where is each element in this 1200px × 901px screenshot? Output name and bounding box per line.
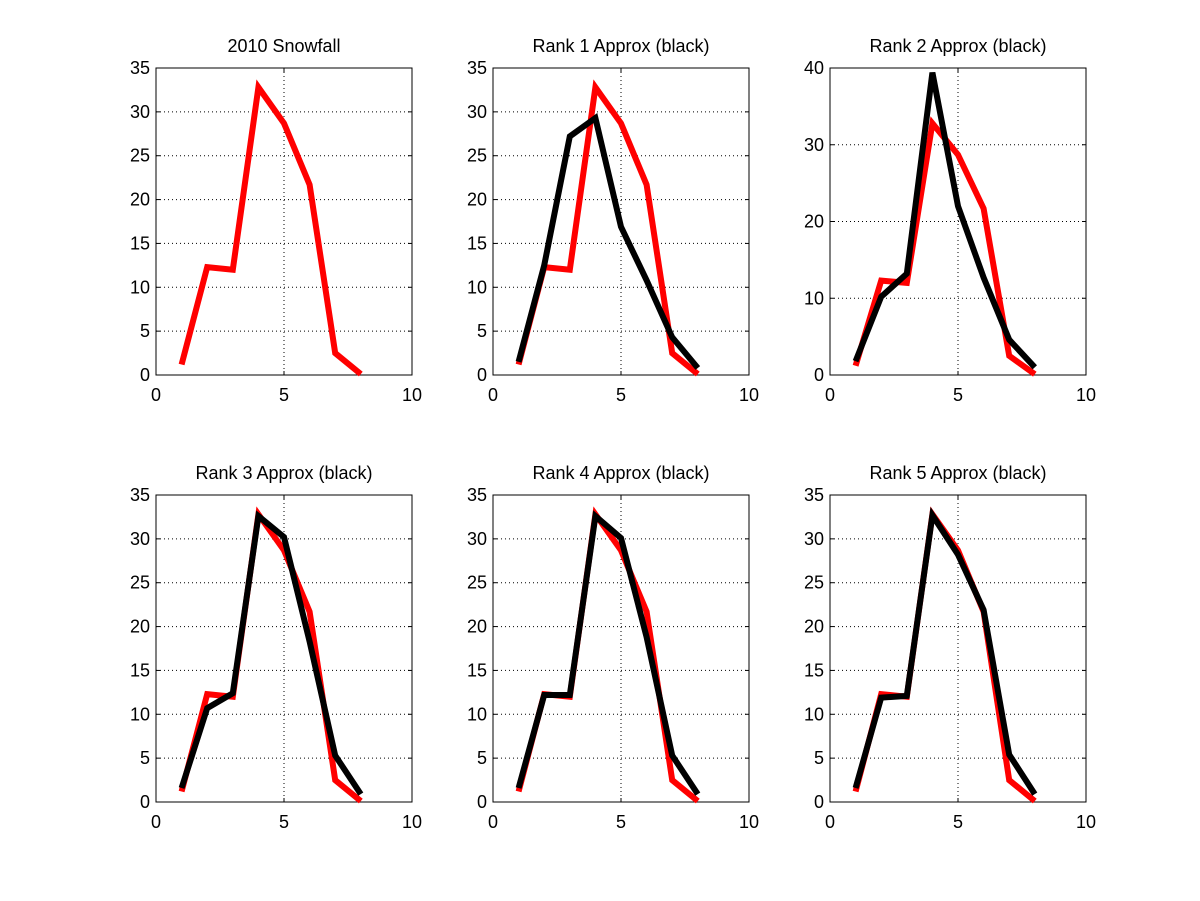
- subplot-1: 0 5 10 0 5 10 15 20 25 30 35 2010 Snowfall: [130, 36, 422, 405]
- subplot-title: 2010 Snowfall: [227, 36, 340, 56]
- y-tick-label: 20: [467, 190, 487, 210]
- y-tick-label: 35: [130, 58, 150, 78]
- y-tick-label: 10: [804, 704, 824, 724]
- subplot-title: Rank 2 Approx (black): [869, 36, 1046, 56]
- y-tick-label: 35: [467, 58, 487, 78]
- x-tick-label: 10: [402, 385, 422, 405]
- x-tick-label: 5: [953, 812, 963, 832]
- y-tick-label: 20: [130, 190, 150, 210]
- x-tick-label: 5: [616, 385, 626, 405]
- y-tick-label: 30: [467, 529, 487, 549]
- y-tick-label: 30: [467, 102, 487, 122]
- y-tick-label: 30: [130, 102, 150, 122]
- y-tick-label: 40: [804, 58, 824, 78]
- x-tick-label: 10: [739, 812, 759, 832]
- subplot-title: Rank 5 Approx (black): [869, 463, 1046, 483]
- y-tick-label: 0: [814, 792, 824, 812]
- series-line-black: [515, 510, 701, 796]
- y-tick-label: 0: [477, 792, 487, 812]
- x-tick-label: 5: [953, 385, 963, 405]
- x-tick-label: 0: [825, 812, 835, 832]
- y-tick-label: 35: [804, 485, 824, 505]
- y-tick-label: 25: [804, 573, 824, 593]
- subplot-title: Rank 1 Approx (black): [532, 36, 709, 56]
- subplot-3: 0 5 10 0 10 20 30 40 Rank 2 Approx (black): [804, 36, 1096, 405]
- y-tick-label: 15: [467, 233, 487, 253]
- y-tick-label: 20: [804, 617, 824, 637]
- x-tick-label: 0: [488, 385, 498, 405]
- x-tick-label: 0: [825, 385, 835, 405]
- series-line-red: [178, 79, 363, 377]
- y-tick-label: 10: [804, 288, 824, 308]
- y-tick-label: 30: [130, 529, 150, 549]
- y-tick-label: 0: [140, 792, 150, 812]
- y-tick-label: 35: [467, 485, 487, 505]
- subplot-4: 0 5 10 0 5 10 15 20 25 30 35 Rank 3 Approx (black): [130, 463, 422, 832]
- y-tick-label: 10: [467, 704, 487, 724]
- y-tick-label: 20: [130, 617, 150, 637]
- subplot-6: 0 5 10 0 5 10 15 20 25 30 35 Rank 5 Approx (black): [804, 463, 1096, 832]
- y-tick-label: 5: [140, 748, 150, 768]
- x-tick-label: 10: [402, 812, 422, 832]
- series-line-black: [515, 112, 701, 370]
- y-tick-label: 25: [467, 573, 487, 593]
- y-tick-label: 5: [477, 321, 487, 341]
- y-tick-label: 15: [804, 660, 824, 680]
- series-line-black: [178, 510, 364, 796]
- y-tick-label: 25: [130, 573, 150, 593]
- y-tick-label: 5: [814, 748, 824, 768]
- y-tick-label: 35: [130, 485, 150, 505]
- y-tick-label: 20: [467, 617, 487, 637]
- y-tick-label: 0: [814, 365, 824, 385]
- x-tick-label: 0: [151, 385, 161, 405]
- subplot-title: Rank 4 Approx (black): [532, 463, 709, 483]
- series-line-black: [852, 506, 1038, 796]
- x-tick-label: 5: [279, 385, 289, 405]
- y-tick-label: 15: [467, 660, 487, 680]
- y-tick-label: 10: [130, 704, 150, 724]
- series-line-red: [178, 506, 363, 804]
- y-tick-label: 10: [130, 277, 150, 297]
- x-tick-label: 10: [1076, 812, 1096, 832]
- y-tick-label: 25: [467, 146, 487, 166]
- y-tick-label: 5: [477, 748, 487, 768]
- subplot-2: 0 5 10 0 5 10 15 20 25 30 35 Rank 1 Approx (black): [467, 36, 759, 405]
- y-tick-label: 15: [130, 233, 150, 253]
- subplot-title: Rank 3 Approx (black): [195, 463, 372, 483]
- x-tick-label: 0: [151, 812, 161, 832]
- x-tick-label: 10: [739, 385, 759, 405]
- y-tick-label: 0: [140, 365, 150, 385]
- y-tick-label: 25: [130, 146, 150, 166]
- y-tick-label: 10: [467, 277, 487, 297]
- series-line-black: [852, 72, 1037, 370]
- y-tick-label: 5: [140, 321, 150, 341]
- y-tick-label: 15: [130, 660, 150, 680]
- y-tick-label: 20: [804, 212, 824, 232]
- x-tick-label: 0: [488, 812, 498, 832]
- y-tick-label: 30: [804, 135, 824, 155]
- y-tick-label: 0: [477, 365, 487, 385]
- x-tick-label: 10: [1076, 385, 1096, 405]
- subplot-5: 0 5 10 0 5 10 15 20 25 30 35 Rank 4 Approx (black): [467, 463, 759, 832]
- x-tick-label: 5: [616, 812, 626, 832]
- x-tick-label: 5: [279, 812, 289, 832]
- y-tick-label: 30: [804, 529, 824, 549]
